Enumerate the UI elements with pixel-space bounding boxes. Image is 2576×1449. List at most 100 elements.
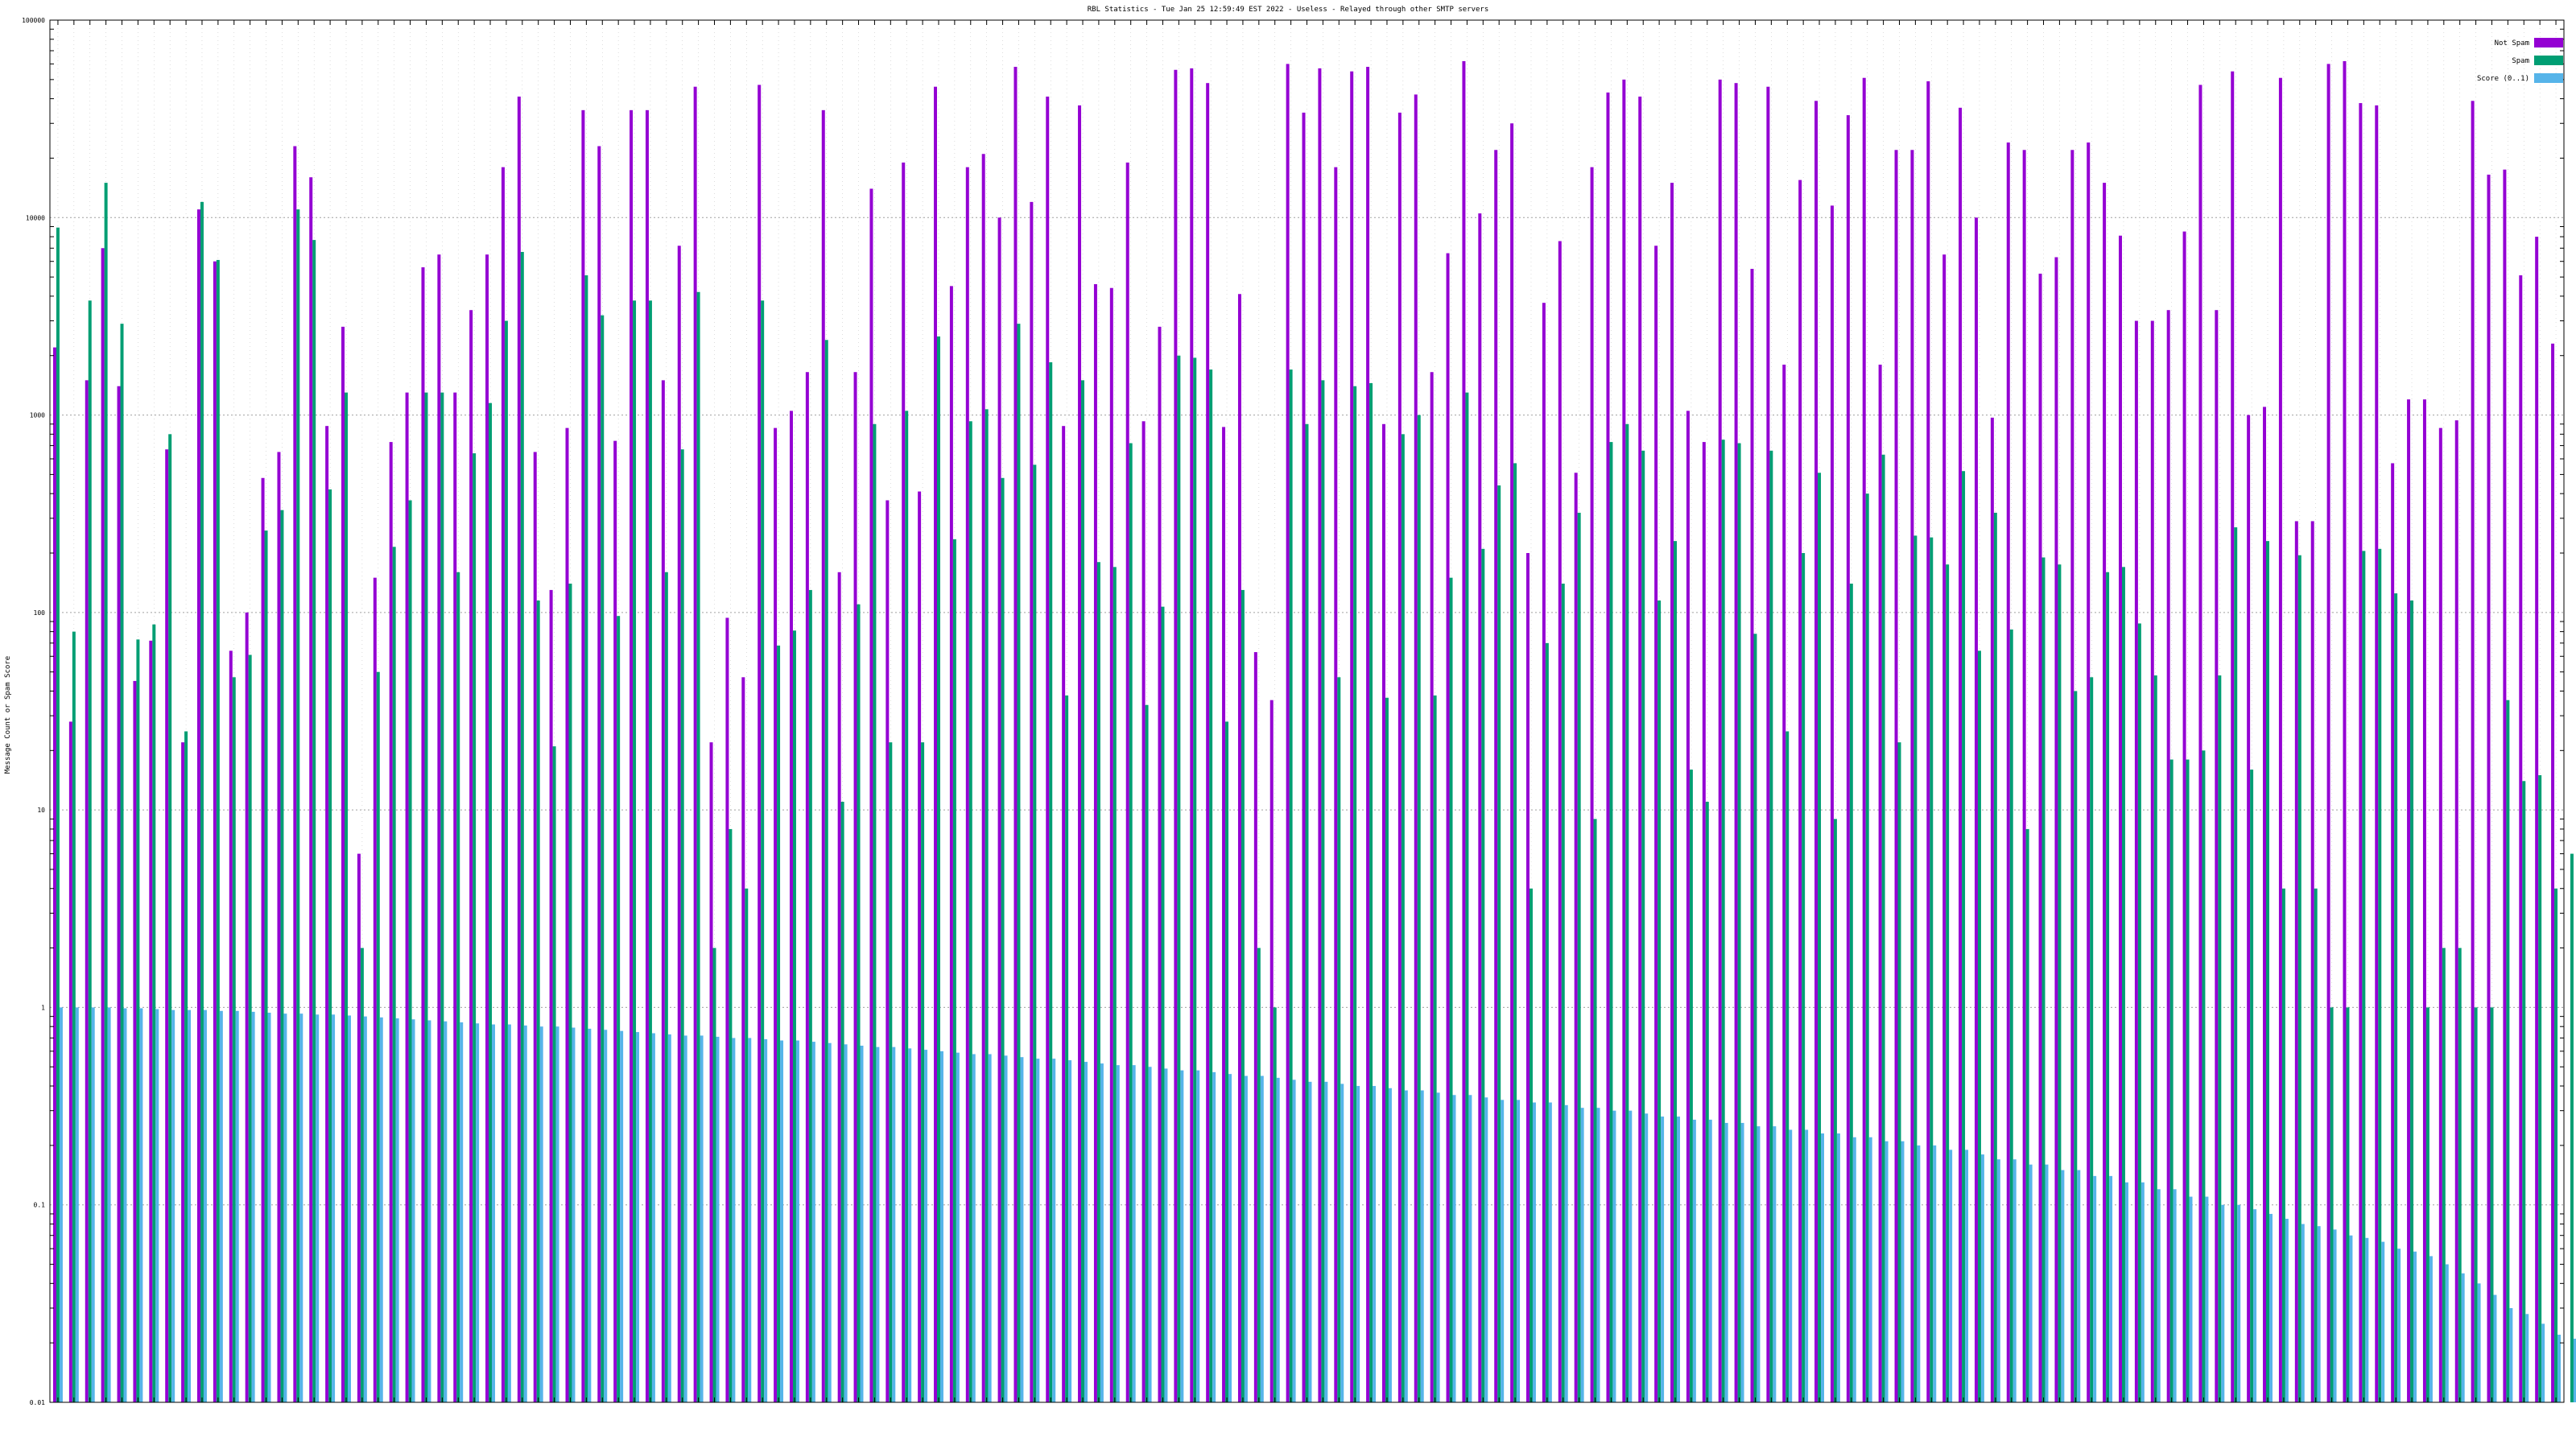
bar-spam <box>601 315 605 1402</box>
bar-score <box>1965 1150 1969 1402</box>
bar-notspam <box>533 452 537 1403</box>
bar-notspam <box>1622 79 1626 1403</box>
bar-score <box>1260 1075 1264 1402</box>
bar-score <box>2285 1219 2289 1402</box>
bar-score <box>1789 1129 1793 1402</box>
bar-spam <box>408 500 412 1402</box>
bar-spam <box>312 240 316 1402</box>
bar-score <box>2525 1314 2529 1402</box>
bar-spam <box>617 616 621 1402</box>
bar-spam <box>1096 562 1100 1402</box>
bar-score <box>2237 1204 2241 1402</box>
bar-spam <box>1657 600 1662 1402</box>
bar-notspam <box>2519 275 2523 1402</box>
bar-spam <box>1129 443 1133 1402</box>
bar-notspam <box>68 721 72 1402</box>
bar-spam <box>792 630 796 1402</box>
bar-spam <box>200 201 204 1403</box>
bar-notspam <box>2407 399 2411 1402</box>
bar-notspam <box>581 109 585 1403</box>
bar-score <box>1036 1059 1040 1402</box>
bar-score <box>1356 1086 1360 1402</box>
bar-spam <box>1081 380 1085 1402</box>
bar-notspam <box>501 167 505 1402</box>
bar-notspam <box>357 853 361 1402</box>
bar-score <box>620 1030 624 1402</box>
bar-notspam <box>2422 399 2426 1402</box>
bar-spam <box>473 453 477 1402</box>
bar-notspam <box>2359 103 2363 1402</box>
bar-score <box>476 1023 480 1402</box>
bar-notspam <box>1942 254 1946 1403</box>
bar-score <box>2365 1237 2369 1402</box>
bar-notspam <box>293 146 297 1402</box>
bar-notspam <box>2326 64 2330 1402</box>
bar-notspam <box>341 326 345 1402</box>
bar-score <box>2268 1213 2273 1402</box>
bar-notspam <box>2343 60 2347 1402</box>
bar-score <box>604 1030 608 1402</box>
bar-notspam <box>1654 246 1658 1402</box>
bar-notspam <box>325 426 329 1403</box>
bar-spam <box>2121 567 2125 1402</box>
bar-notspam <box>2247 415 2251 1402</box>
bar-spam <box>937 336 940 1403</box>
bar-score <box>2077 1170 2081 1402</box>
bar-score <box>588 1028 592 1402</box>
bar-notspam <box>1078 105 1082 1402</box>
bar-spam <box>232 677 236 1402</box>
bar-score <box>2333 1229 2337 1402</box>
bar-score <box>1708 1119 1712 1402</box>
bar-notspam <box>2231 71 2235 1403</box>
bar-notspam <box>630 109 634 1403</box>
bar-notspam <box>453 392 457 1402</box>
bar-notspam <box>613 440 617 1402</box>
axes: 0.01 0.1 1 10 100 1000 10000 100000 <box>22 17 2565 1406</box>
bar-score <box>411 1019 415 1402</box>
bar-notspam <box>1510 123 1514 1402</box>
bar-score <box>1868 1137 1872 1402</box>
bar-spam <box>504 320 508 1402</box>
bar-score <box>283 1013 287 1402</box>
bar-score <box>1821 1133 1824 1402</box>
bar-score <box>2477 1283 2481 1402</box>
bar-spam <box>296 209 300 1402</box>
bar-score <box>316 1014 320 1402</box>
bar-notspam <box>2150 320 2154 1402</box>
bar-notspam <box>725 617 729 1402</box>
bar-spam <box>489 402 493 1403</box>
bar-spam <box>376 671 380 1402</box>
bar-score <box>1532 1102 1536 1402</box>
bar-score <box>347 1015 351 1402</box>
bar-notspam <box>1606 92 1610 1402</box>
bar-spam <box>392 547 396 1402</box>
bar-score <box>1885 1141 1889 1402</box>
bar-notspam <box>261 477 265 1402</box>
bar-spam <box>857 604 861 1402</box>
bar-score <box>1068 1060 1072 1402</box>
bar-spam <box>2169 759 2174 1402</box>
bar-score <box>507 1024 511 1402</box>
bar-spam <box>1193 357 1197 1403</box>
bar-score <box>539 1026 543 1402</box>
bar-score <box>651 1033 655 1402</box>
bar-notspam <box>197 209 200 1402</box>
bar-notspam <box>1286 64 1290 1402</box>
bar-notspam <box>229 650 233 1402</box>
bar-notspam <box>549 589 553 1402</box>
bar-notspam <box>469 310 473 1403</box>
bar-spam <box>345 392 348 1402</box>
bar-score <box>2157 1189 2161 1402</box>
bar-notspam <box>790 411 793 1402</box>
bar-score <box>876 1046 880 1402</box>
bar-score <box>1308 1081 1312 1402</box>
bar-notspam <box>853 372 857 1403</box>
bar-spam <box>2297 555 2301 1402</box>
y-tick-label: 1 <box>41 1004 45 1011</box>
bar-score <box>379 1017 383 1402</box>
bar-spam <box>2362 551 2366 1402</box>
bar-notspam <box>2454 420 2458 1403</box>
bar-spam <box>1529 888 1533 1402</box>
bar-notspam <box>1526 553 1530 1402</box>
chart-title: RBL Statistics - Tue Jan 25 12:59:49 EST… <box>1088 6 1489 14</box>
